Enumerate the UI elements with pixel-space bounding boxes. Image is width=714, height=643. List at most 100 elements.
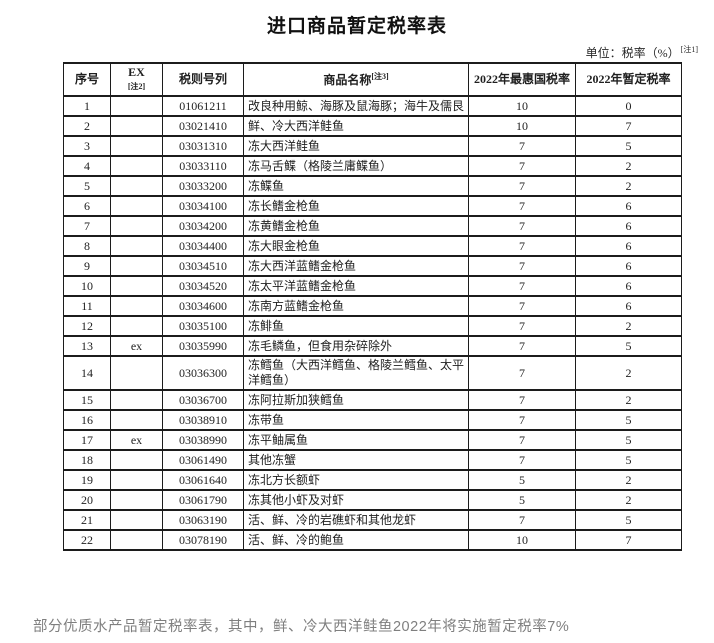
cell-product-name: 活、鲜、冷的岩礁虾和其他龙虾: [243, 509, 469, 531]
cell-mfn-rate: 7: [468, 195, 576, 217]
cell-provisional-rate: 5: [575, 509, 682, 531]
cell-tariff-code: 03038990: [162, 429, 244, 451]
cell-product-name: 冻鲽鱼: [243, 175, 469, 197]
cell-provisional-rate: 2: [575, 489, 682, 511]
cell-serial-number: 15: [63, 389, 111, 411]
cell-ex-flag: [110, 275, 163, 297]
cell-product-name: 冻鲱鱼: [243, 315, 469, 337]
cell-tariff-code: 03061790: [162, 489, 244, 511]
cell-ex-flag: ex: [110, 335, 163, 357]
cell-product-name: 冻北方长额虾: [243, 469, 469, 491]
cell-provisional-rate: 2: [575, 315, 682, 337]
cell-tariff-code: 03038910: [162, 409, 244, 431]
cell-serial-number: 22: [63, 529, 111, 551]
cell-tariff-code: 03035100: [162, 315, 244, 337]
cell-ex-flag: [110, 449, 163, 471]
table-row: 21 03063190 活、鲜、冷的岩礁虾和其他龙虾 7 5: [63, 509, 682, 531]
cell-tariff-code: 03034100: [162, 195, 244, 217]
cell-product-name: 冻阿拉斯加狭鳕鱼: [243, 389, 469, 411]
cell-tariff-code: 03036700: [162, 389, 244, 411]
cell-tariff-code: 03036300: [162, 355, 244, 391]
cell-provisional-rate: 6: [575, 275, 682, 297]
header-mfn-rate-2022: 2022年最惠国税率: [468, 62, 576, 97]
cell-tariff-code: 03063190: [162, 509, 244, 531]
cell-provisional-rate: 5: [575, 409, 682, 431]
cell-serial-number: 16: [63, 409, 111, 431]
table-row: 7 03034200 冻黄鳍金枪鱼 7 6: [63, 215, 682, 237]
cell-product-name: 冻南方蓝鳍金枪鱼: [243, 295, 469, 317]
cell-mfn-rate: 7: [468, 449, 576, 471]
cell-ex-flag: [110, 155, 163, 177]
cell-product-name: 冻大西洋蓝鳍金枪鱼: [243, 255, 469, 277]
cell-tariff-code: 03031310: [162, 135, 244, 157]
cell-provisional-rate: 7: [575, 529, 682, 551]
cell-serial-number: 3: [63, 135, 111, 157]
cell-tariff-code: 03033110: [162, 155, 244, 177]
header-ex-footnote-ref: [注2]: [127, 82, 146, 92]
cell-ex-flag: [110, 409, 163, 431]
header-product-name: 商品名称[注3]: [243, 62, 469, 97]
table-row: 5 03033200 冻鲽鱼 7 2: [63, 175, 682, 197]
table-header: 序号 EX [注2] 税则号列 商品名称[注3] 2022年最惠国税率 2022…: [63, 62, 682, 97]
cell-ex-flag: [110, 215, 163, 237]
cell-ex-flag: [110, 95, 163, 117]
table-row: 17 ex 03038990 冻平鲉属鱼 7 5: [63, 429, 682, 451]
cell-product-name: 冻太平洋蓝鳍金枪鱼: [243, 275, 469, 297]
header-ex: EX [注2]: [110, 62, 163, 97]
cell-product-name: 活、鲜、冷的鲍鱼: [243, 529, 469, 551]
cell-tariff-code: 03021410: [162, 115, 244, 137]
cell-product-name: 其他冻蟹: [243, 449, 469, 471]
cell-mfn-rate: 10: [468, 115, 576, 137]
header-provisional-rate-2022: 2022年暂定税率: [575, 62, 682, 97]
header-product-name-label: 商品名称: [323, 72, 372, 87]
cell-ex-flag: [110, 295, 163, 317]
cell-serial-number: 10: [63, 275, 111, 297]
cell-provisional-rate: 2: [575, 355, 682, 391]
cell-product-name: 冻其他小虾及对虾: [243, 489, 469, 511]
unit-footnote-ref: [注1]: [680, 45, 698, 54]
table-row: 11 03034600 冻南方蓝鳍金枪鱼 7 6: [63, 295, 682, 317]
cell-mfn-rate: 7: [468, 389, 576, 411]
page-title: 进口商品暂定税率表: [266, 16, 447, 37]
header-ex-label: EX: [128, 64, 145, 79]
cell-serial-number: 19: [63, 469, 111, 491]
cell-serial-number: 8: [63, 235, 111, 257]
cell-tariff-code: 01061211: [162, 95, 244, 117]
cell-provisional-rate: 5: [575, 429, 682, 451]
cell-ex-flag: [110, 135, 163, 157]
cell-product-name: 冻大眼金枪鱼: [243, 235, 469, 257]
header-serial-number: 序号: [63, 62, 111, 97]
cell-tariff-code: 03035990: [162, 335, 244, 357]
cell-mfn-rate: 7: [468, 335, 576, 357]
cell-mfn-rate: 7: [468, 295, 576, 317]
cell-product-name: 冻长鳍金枪鱼: [243, 195, 469, 217]
cell-provisional-rate: 2: [575, 469, 682, 491]
cell-mfn-rate: 7: [468, 215, 576, 237]
cell-provisional-rate: 2: [575, 389, 682, 411]
cell-mfn-rate: 7: [468, 409, 576, 431]
cell-mfn-rate: 7: [468, 275, 576, 297]
cell-mfn-rate: 7: [468, 255, 576, 277]
cell-mfn-rate: 7: [468, 509, 576, 531]
cell-serial-number: 20: [63, 489, 111, 511]
footer-note: 部分优质水产品暂定税率表，其中，鲜、冷大西洋鲑鱼2022年将实施暂定税率7%: [33, 619, 570, 635]
cell-serial-number: 4: [63, 155, 111, 177]
table-row: 19 03061640 冻北方长额虾 5 2: [63, 469, 682, 491]
cell-provisional-rate: 5: [575, 135, 682, 157]
table-row: 22 03078190 活、鲜、冷的鲍鱼 10 7: [63, 529, 682, 551]
cell-tariff-code: 03034400: [162, 235, 244, 257]
cell-serial-number: 9: [63, 255, 111, 277]
table-row: 3 03031310 冻大西洋鲑鱼 7 5: [63, 135, 682, 157]
cell-tariff-code: 03034200: [162, 215, 244, 237]
cell-product-name: 冻黄鳍金枪鱼: [243, 215, 469, 237]
cell-product-name: 冻毛鳞鱼，但食用杂碎除外: [243, 335, 469, 357]
cell-ex-flag: [110, 469, 163, 491]
cell-provisional-rate: 5: [575, 449, 682, 471]
cell-product-name: 鲜、冷大西洋鲑鱼: [243, 115, 469, 137]
table-row: 2 03021410 鲜、冷大西洋鲑鱼 10 7: [63, 115, 682, 137]
cell-mfn-rate: 7: [468, 235, 576, 257]
cell-mfn-rate: 10: [468, 529, 576, 551]
table-row: 9 03034510 冻大西洋蓝鳍金枪鱼 7 6: [63, 255, 682, 277]
cell-serial-number: 1: [63, 95, 111, 117]
cell-mfn-rate: 7: [468, 135, 576, 157]
